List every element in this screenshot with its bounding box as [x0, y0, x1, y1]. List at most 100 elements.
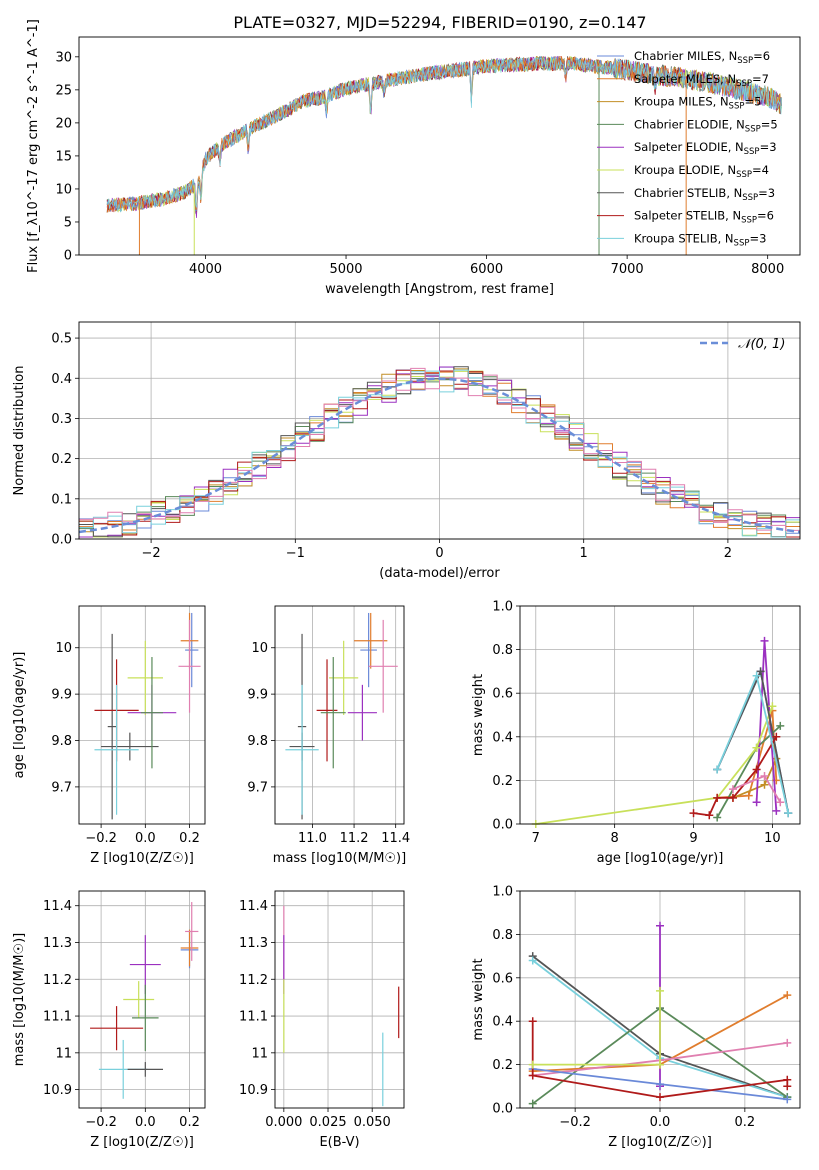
weight-marker [783, 1095, 792, 1104]
x-axis-label: Z [log10(Z/Z☉)] [90, 851, 194, 866]
weight-marker [752, 743, 761, 752]
weight-marker [772, 806, 781, 815]
legend-entry: Chabrier ELODIE, NSSP=5 [634, 117, 778, 134]
weight-marker [783, 991, 792, 1000]
y-tick-label: 11.2 [239, 973, 268, 988]
x-axis-label: Z [log10(Z/Z☉)] [90, 1135, 194, 1150]
y-tick-label: 11 [55, 1046, 72, 1061]
x-tick-label: 1 [580, 546, 588, 561]
y-tick-label: 0.0 [492, 1102, 513, 1117]
axes-frame [78, 36, 801, 256]
y-tick-label: 0.3 [51, 412, 72, 427]
x-tick-label: 0.2 [179, 1115, 200, 1130]
weight-marker [756, 667, 765, 676]
x-axis-label: Z [log10(Z/Z☉)] [608, 1135, 712, 1150]
histogram-9 [79, 367, 800, 531]
y-tick-label: 10.9 [239, 1083, 268, 1098]
legend-value: =6 [753, 49, 770, 63]
mass_vs_Z-panel: −0.2 0.0 0.2 10.9 11 11.1 11.2 11.3 11.4 Z [log10… [12, 890, 206, 1150]
weight-marker [689, 809, 698, 818]
x-tick-label: 0.000 [265, 1115, 302, 1130]
weight-marker [705, 811, 714, 820]
legend-value: =4 [752, 163, 769, 177]
weight-marker [783, 1082, 792, 1091]
legend-entry: Chabrier MILES, NSSP=6 [634, 49, 770, 66]
y-tick-label: 11.1 [43, 1010, 72, 1025]
y-tick-label: 0.2 [492, 774, 513, 789]
y-tick-label: 9.9 [247, 688, 268, 703]
legend-subscript: SSP [741, 216, 757, 226]
y-axis-label: Normed distribution [12, 366, 27, 496]
axes-frame [78, 605, 206, 825]
y-tick-label: 30 [55, 50, 72, 65]
y-tick-label: 10 [55, 182, 72, 197]
weight-marker [776, 721, 785, 730]
weight-marker [713, 813, 722, 822]
spectrum-line-8 [106, 55, 783, 213]
spectrum-panel: 4000 5000 6000 7000 8000 0 5 10 15 20 25 30 waveleng… [26, 13, 801, 297]
legend: Chabrier MILES, NSSP=6 Salpeter MILES, NS… [597, 49, 778, 248]
y-axis-label: Flux [f_λ10^-17 erg cm^-2 s^-1 A^-1] [26, 19, 41, 273]
y-tick-label: 0.0 [51, 533, 72, 548]
weight-marker [744, 791, 753, 800]
y-tick-label: 0.4 [492, 1015, 513, 1030]
y-tick-label: 1.0 [492, 885, 513, 900]
axes-frame [78, 321, 801, 540]
y-tick-label: 15 [55, 149, 72, 164]
weight-line-5 [535, 705, 774, 825]
weight-marker [783, 1038, 792, 1047]
y-axis-label: mass weight [471, 958, 486, 1040]
legend-value: =3 [758, 186, 775, 200]
y-tick-label: 0.5 [51, 332, 72, 347]
x-tick-label: 0.025 [309, 1115, 346, 1130]
axes-frame [519, 890, 801, 1109]
weight-marker [752, 798, 761, 807]
y-tick-label: 0.6 [492, 687, 513, 702]
legend-value: =5 [744, 95, 761, 109]
x-axis-label: wavelength [Angstrom, rest frame] [325, 282, 554, 297]
legend-value: =3 [760, 140, 777, 154]
weight-marker [713, 793, 722, 802]
y-tick-label: 0.8 [492, 928, 513, 943]
weight-marker [656, 1093, 664, 1102]
weight-marker [752, 671, 761, 680]
weight-line-8 [532, 990, 661, 1066]
x-tick-label: 6000 [470, 262, 503, 277]
x-axis-label: age [log10(age/yr)] [597, 851, 724, 866]
legend-subscript: SSP [736, 170, 752, 180]
x-tick-label: 0.2 [735, 1115, 756, 1130]
weight_vs_Z-panel: −0.2 0.0 0.2 0.0 0.2 0.4 0.6 0.8 1.0 Z [log10(Z/Z… [471, 885, 801, 1150]
y-tick-label: 0.0 [492, 818, 513, 833]
weight-line-8 [716, 672, 790, 814]
weight-marker [528, 1017, 537, 1026]
y-tick-label: 9.7 [51, 780, 72, 795]
legend-subscript: SSP [744, 147, 760, 157]
y-tick-label: 0.2 [492, 1058, 513, 1073]
x-tick-label: 11.2 [340, 831, 369, 846]
legend-entry: Chabrier STELIB, NSSP=3 [634, 186, 775, 203]
y-tick-label: 9.8 [247, 734, 268, 749]
x-tick-label: −0.2 [85, 831, 117, 846]
legend-subscript: SSP [734, 238, 750, 248]
y-tick-label: 25 [55, 83, 72, 98]
y-tick-label: 9.7 [247, 780, 268, 795]
legend-entry: Kroupa ELODIE, NSSP=4 [634, 163, 769, 180]
y-tick-label: 5 [64, 215, 72, 230]
y-tick-label: 0.4 [51, 372, 72, 387]
y-axis-label: age [log10(age/yr)] [12, 652, 27, 779]
histogram-5 [79, 370, 800, 538]
weight-marker [528, 1099, 537, 1108]
y-axis-label: mass weight [471, 674, 486, 756]
x-axis-label: mass [log10(M/M☉)] [273, 851, 406, 866]
y-tick-label: 9.8 [51, 734, 72, 749]
x-tick-label: 10 [764, 831, 781, 846]
y-tick-label: 10.9 [43, 1083, 72, 1098]
legend-entry: Salpeter STELIB, NSSP=6 [634, 209, 774, 226]
y-tick-label: 0.4 [492, 730, 513, 745]
y-tick-label: 11.4 [43, 899, 72, 914]
y-tick-label: 10 [251, 641, 268, 656]
y-tick-label: 11.3 [239, 936, 268, 951]
chart-title: PLATE=0327, MJD=52294, FIBERID=0190, z=0… [233, 13, 646, 32]
weight-marker [760, 772, 769, 781]
